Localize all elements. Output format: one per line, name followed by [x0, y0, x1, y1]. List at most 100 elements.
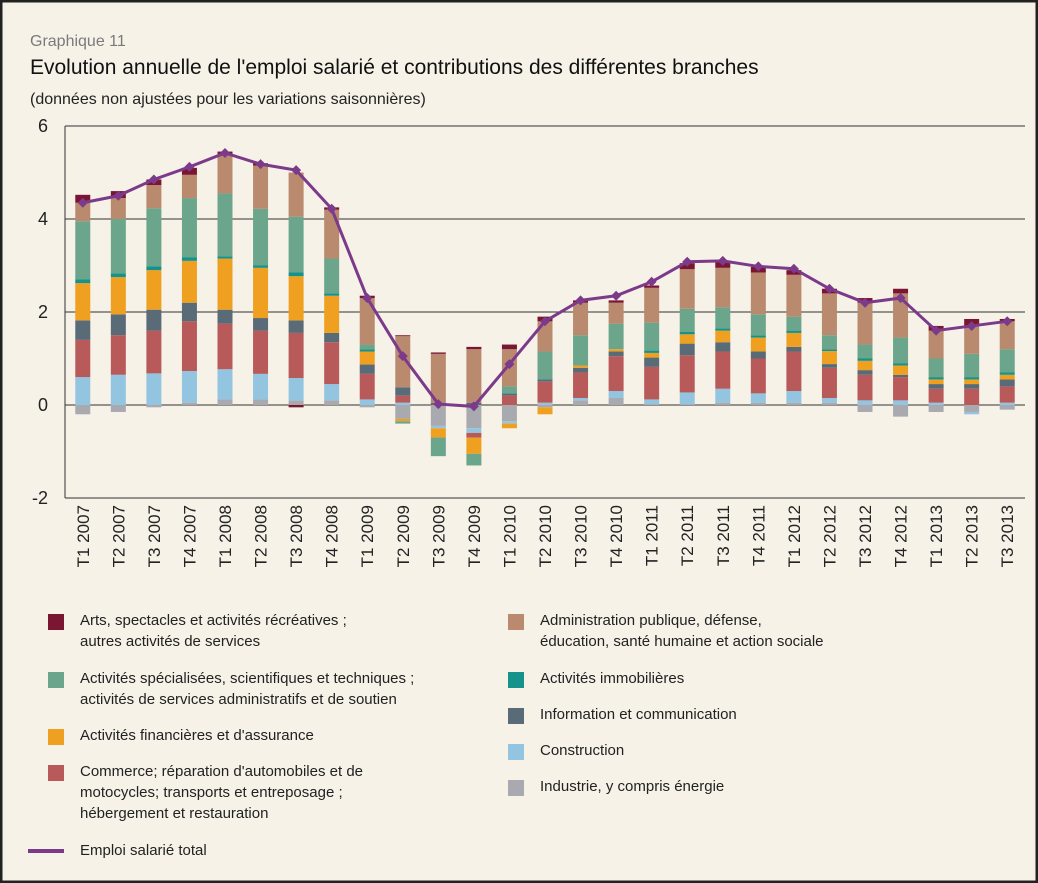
- bar-segment: [679, 343, 695, 356]
- bar-segment: [537, 351, 553, 380]
- bar-segment: [466, 346, 482, 350]
- bar-segment: [359, 344, 375, 350]
- bar-segment: [893, 374, 909, 378]
- line-marker: [966, 320, 977, 331]
- bar-segment: [750, 393, 766, 403]
- bar-segment: [501, 386, 517, 394]
- bar-segment: [928, 377, 944, 380]
- bar-segment: [750, 351, 766, 359]
- legend-label: Activités financières et d'assurance: [80, 727, 314, 744]
- line-marker: [682, 256, 693, 267]
- bar-segment: [217, 399, 233, 405]
- bar-segment: [750, 272, 766, 315]
- x-tick-label: T2 2009: [394, 505, 413, 567]
- bar-segment: [786, 346, 802, 352]
- bar-segment: [608, 300, 624, 303]
- bar-segment: [181, 174, 197, 199]
- legend-swatch: [48, 614, 64, 630]
- line-marker: [113, 190, 124, 201]
- bar-segment: [288, 378, 304, 401]
- bar-segment: [288, 216, 304, 273]
- bar-segment: [537, 407, 553, 415]
- bar-segment: [146, 185, 162, 209]
- bar-segment: [928, 379, 944, 385]
- bar-segment: [821, 335, 837, 350]
- bar-segment: [644, 322, 660, 351]
- bar-segment: [857, 405, 873, 412]
- bar-segment: [999, 386, 1015, 403]
- bar-segment: [679, 269, 695, 309]
- bar-segment: [893, 365, 909, 375]
- bar-segment: [501, 344, 517, 350]
- x-tick-label: T2 2013: [963, 505, 982, 567]
- bar-segment: [181, 260, 197, 303]
- bar-segment: [608, 398, 624, 405]
- bar-segment: [679, 392, 695, 405]
- legend-label: Activités immobilières: [540, 670, 685, 687]
- legend-label: Emploi salarié total: [80, 842, 207, 859]
- bar-segment: [324, 400, 340, 405]
- x-tick-label: T4 2009: [465, 505, 484, 567]
- bar-segment: [999, 349, 1015, 373]
- bar-segment: [217, 369, 233, 400]
- bar-segment: [430, 352, 446, 354]
- bar-segment: [644, 287, 660, 323]
- bar-segment: [181, 257, 197, 261]
- x-tick-label: T3 2008: [287, 505, 306, 567]
- bar-segment: [359, 405, 375, 408]
- legend-label: Information et communication: [540, 706, 737, 723]
- bar-segment: [928, 405, 944, 412]
- bar-segment: [573, 398, 589, 401]
- line-marker: [220, 147, 230, 158]
- bar-segment: [395, 405, 411, 419]
- bar-segment: [324, 342, 340, 385]
- bar-segment: [288, 332, 304, 379]
- bar-segment: [893, 363, 909, 366]
- bar-segment: [573, 302, 589, 336]
- bar-segment: [395, 395, 411, 403]
- legend-label: Commerce; réparation d'automobiles et de…: [80, 763, 364, 822]
- bar-segment: [75, 339, 91, 378]
- x-tick-label: T3 2010: [572, 505, 591, 567]
- bar-segment: [821, 364, 837, 368]
- bar-segment: [964, 379, 980, 385]
- bar-segment: [466, 428, 482, 433]
- bar-segment: [288, 400, 304, 405]
- bar-segment: [786, 274, 802, 317]
- bar-segment: [999, 321, 1015, 350]
- bar-segment: [146, 266, 162, 271]
- bar-segment: [715, 342, 731, 352]
- bar-segment: [679, 308, 695, 332]
- line-marker: [148, 174, 159, 185]
- bar-segment: [110, 198, 126, 219]
- bar-segment: [857, 360, 873, 371]
- bar-segment: [573, 372, 589, 399]
- bar-segment: [466, 437, 482, 454]
- bar-segment: [786, 402, 802, 405]
- bar-segment: [821, 367, 837, 399]
- legend-swatch: [48, 765, 64, 781]
- bar-segment: [715, 351, 731, 389]
- bar-segment: [715, 328, 731, 331]
- bar-segment: [821, 402, 837, 405]
- bar-segment: [573, 335, 589, 366]
- bar-segment: [146, 309, 162, 331]
- x-tick-label: T2 2012: [820, 505, 839, 567]
- legend-swatch: [48, 729, 64, 745]
- x-tick-label: T3 2012: [856, 505, 875, 567]
- bar-segment: [928, 330, 944, 359]
- bar-segment: [181, 198, 197, 258]
- bar-segment: [75, 405, 91, 415]
- x-tick-label: T1 2013: [927, 505, 946, 567]
- x-tick-label: T2 2008: [252, 505, 271, 567]
- chart-title: Evolution annuelle de l'emploi salarié e…: [30, 56, 759, 79]
- bar-segment: [324, 293, 340, 296]
- bar-segment: [786, 351, 802, 392]
- y-tick-label: 0: [38, 395, 48, 415]
- bar-segment: [573, 367, 589, 373]
- bar-segment: [430, 425, 446, 429]
- bar-segment: [253, 208, 269, 266]
- x-tick-label: T4 2008: [323, 505, 342, 567]
- line-marker: [646, 276, 657, 287]
